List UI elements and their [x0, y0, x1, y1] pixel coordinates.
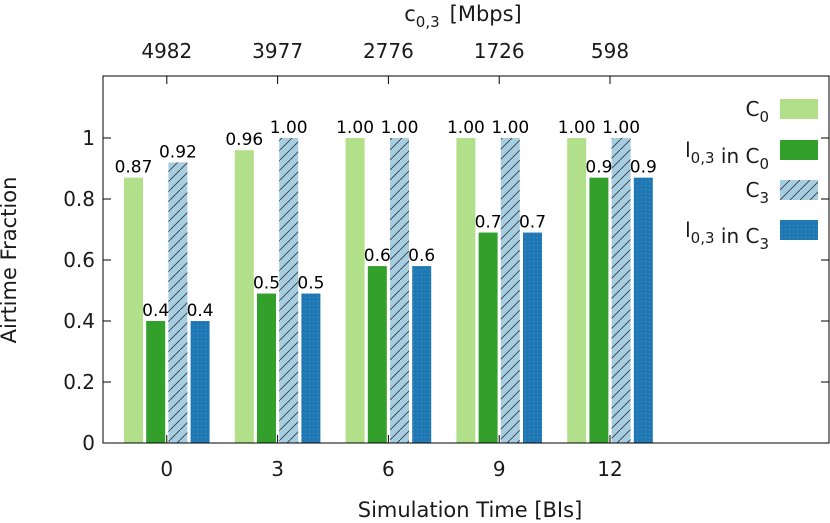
bar-series-0-cat-9: [456, 138, 476, 443]
bar-series-3-cat-9: [523, 232, 542, 443]
bar-series-2-cat-0: [168, 162, 188, 443]
data-label: 0.6: [408, 246, 435, 266]
x2-axis-title-base: c: [404, 2, 416, 26]
data-label: 0.96: [225, 130, 263, 150]
data-label: 1.00: [381, 118, 419, 138]
bar-series-0-cat-6: [345, 138, 365, 443]
data-label: 1.00: [558, 118, 596, 138]
x-tick-label: 0: [160, 457, 173, 481]
x-axis: 0 3 6 9 12: [160, 435, 623, 481]
bar-series-2-cat-9: [500, 138, 520, 443]
x2-tick-label: 2776: [363, 39, 414, 63]
bars-layer: [124, 138, 653, 443]
bar-series-0-cat-3: [234, 150, 254, 443]
x2-axis: 4982 3977 2776 1726 598: [141, 39, 629, 84]
bar-series-2-cat-12: [611, 138, 631, 443]
y-tick-label: 1: [82, 126, 95, 150]
y-axis: 0 0.2 0.4 0.6 0.8 1: [63, 126, 829, 455]
legend-label: C3: [745, 178, 769, 207]
x-tick-label: 6: [382, 457, 395, 481]
bar-series-2-cat-3: [279, 138, 299, 443]
data-label: 1.00: [602, 118, 640, 138]
legend-swatch: [780, 140, 818, 160]
y-tick-label: 0: [82, 431, 95, 455]
bar-series-3-cat-6: [412, 266, 432, 443]
x-tick-label: 9: [493, 457, 506, 481]
bar-series-3-cat-3: [301, 293, 321, 443]
bar-series-3-cat-12: [633, 177, 653, 443]
legend-swatch: [780, 220, 818, 240]
data-label: 0.87: [115, 158, 153, 178]
legend-swatch: [780, 180, 818, 200]
x2-tick-label: 1726: [474, 39, 525, 63]
data-label: 1.00: [491, 118, 529, 138]
data-label: 0.6: [364, 246, 391, 266]
x2-axis-title-sub: 0,3: [416, 13, 440, 31]
data-label: 0.9: [585, 158, 612, 178]
y-tick-label: 0.6: [63, 248, 95, 272]
data-label: 0.5: [297, 274, 324, 294]
bar-series-1-cat-0: [146, 321, 166, 443]
x-axis-title: Simulation Time [BIs]: [358, 498, 583, 522]
data-label: 0.9: [630, 158, 657, 178]
data-label: 0.7: [475, 213, 502, 233]
legend-label: l0,3 in C3: [685, 218, 769, 253]
data-label: 0.4: [142, 301, 169, 321]
bar-series-0-cat-12: [567, 138, 587, 443]
bar-series-1-cat-3: [257, 293, 276, 443]
x-tick-label: 3: [271, 457, 284, 481]
x2-axis-title: c0,3 [Mbps]: [404, 2, 522, 31]
legend-swatch: [780, 99, 818, 119]
bar-series-3-cat-0: [190, 321, 210, 443]
data-label: 1.00: [447, 118, 485, 138]
data-label: 0.5: [253, 274, 280, 294]
data-labels-layer: 0.87 0.96 1.00 1.00 1.00 0.4 0.5 0.6 0.7 0.9 0.92 1…: [115, 118, 657, 321]
bar-series-1-cat-9: [478, 232, 498, 443]
legend: C0 l0,3 in C0 C3 l0,3 in C3: [685, 97, 818, 253]
y-tick-label: 0.2: [63, 370, 95, 394]
data-label: 1.00: [270, 118, 308, 138]
y-tick-label: 0.8: [63, 187, 95, 211]
y-tick-label: 0.4: [63, 309, 95, 333]
data-label: 0.4: [187, 301, 214, 321]
x2-tick-label: 598: [591, 39, 629, 63]
bar-series-2-cat-6: [390, 138, 409, 443]
data-label: 0.92: [159, 142, 197, 162]
data-label: 0.7: [519, 213, 546, 233]
bar-series-0-cat-0: [124, 177, 143, 443]
data-label: 1.00: [336, 118, 374, 138]
x-tick-label: 12: [597, 457, 622, 481]
x2-tick-label: 4982: [141, 39, 192, 63]
bar-series-1-cat-6: [367, 266, 387, 443]
x2-axis-title-unit: [Mbps]: [450, 2, 522, 26]
legend-label: l0,3 in C0: [685, 138, 769, 173]
x2-tick-label: 3977: [252, 39, 303, 63]
bar-series-1-cat-12: [589, 177, 609, 443]
y-axis-title: Airtime Fraction: [0, 177, 21, 344]
legend-label: C0: [745, 97, 769, 126]
